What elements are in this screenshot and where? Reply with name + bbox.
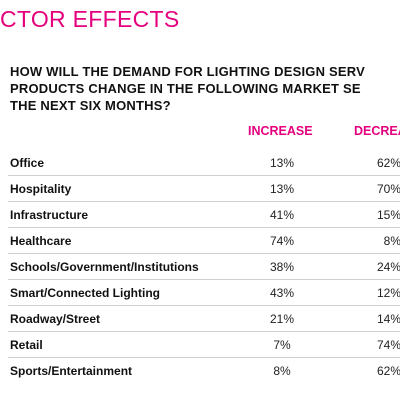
question-line: THE NEXT SIX MONTHS?: [10, 98, 171, 113]
decrease-value: 15%: [376, 208, 400, 222]
increase-value: 13%: [269, 182, 295, 196]
increase-value: 13%: [269, 156, 295, 170]
increase-value: 74%: [269, 234, 295, 248]
column-header: DECREA: [354, 124, 400, 138]
increase-value: 43%: [269, 286, 295, 300]
row-separator: [8, 305, 400, 306]
row-label: Office: [10, 156, 45, 170]
decrease-value: 24%: [376, 260, 400, 274]
section-title: CTOR EFFECTS: [0, 6, 180, 32]
decrease-value: 62%: [376, 156, 400, 170]
question-line: PRODUCTS CHANGE IN THE FOLLOWING MARKET …: [10, 81, 361, 96]
increase-value: 21%: [269, 312, 295, 326]
row-separator: [8, 175, 400, 176]
question-line: HOW WILL THE DEMAND FOR LIGHTING DESIGN …: [10, 64, 365, 79]
row-separator: [8, 279, 400, 280]
decrease-value: 8%: [383, 234, 400, 248]
row-separator: [8, 357, 400, 358]
row-label: Sports/Entertainment: [10, 364, 133, 378]
decrease-value: 70%: [376, 182, 400, 196]
row-label: Infrastructure: [10, 208, 89, 222]
decrease-value: 62%: [376, 364, 400, 378]
row-label: Retail: [10, 338, 43, 352]
decrease-value: 14%: [376, 312, 400, 326]
increase-value: 8%: [273, 364, 291, 378]
row-separator: [8, 201, 400, 202]
decrease-value: 74%: [376, 338, 400, 352]
column-header: INCREASE: [248, 124, 313, 138]
row-separator: [8, 227, 400, 228]
row-separator: [8, 331, 400, 332]
increase-value: 38%: [269, 260, 295, 274]
row-label: Smart/Connected Lighting: [10, 286, 160, 300]
increase-value: 7%: [273, 338, 291, 352]
row-label: Schools/Government/Institutions: [10, 260, 199, 274]
increase-value: 41%: [269, 208, 295, 222]
row-label: Roadway/Street: [10, 312, 101, 326]
row-label: Hospitality: [10, 182, 72, 196]
decrease-value: 12%: [376, 286, 400, 300]
row-label: Healthcare: [10, 234, 72, 248]
row-separator: [8, 253, 400, 254]
